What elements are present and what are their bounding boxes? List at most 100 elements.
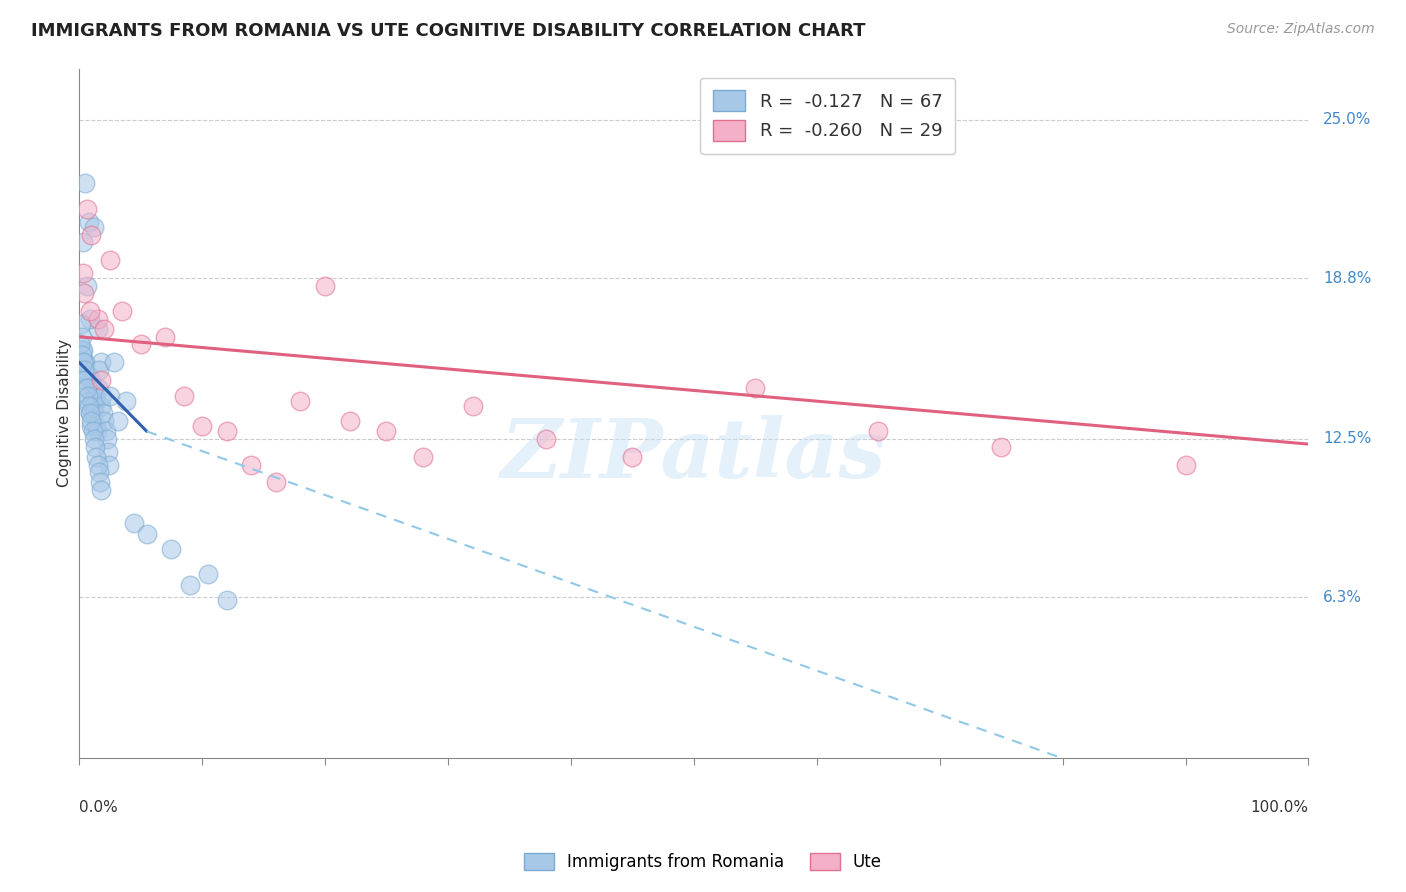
Point xyxy=(72,235,94,250)
Point xyxy=(98,458,121,472)
Point xyxy=(107,414,129,428)
Point xyxy=(76,278,98,293)
Point xyxy=(87,465,110,479)
Text: 18.8%: 18.8% xyxy=(1323,270,1372,285)
Text: IMMIGRANTS FROM ROMANIA VS UTE COGNITIVE DISABILITY CORRELATION CHART: IMMIGRANTS FROM ROMANIA VS UTE COGNITIVE… xyxy=(31,22,866,40)
Point xyxy=(87,381,110,395)
Point xyxy=(80,414,103,428)
Point xyxy=(86,425,108,439)
Point xyxy=(70,330,93,344)
Point xyxy=(70,343,93,357)
Point xyxy=(75,368,97,383)
Point xyxy=(86,312,108,326)
Point xyxy=(160,541,183,556)
Point xyxy=(77,399,100,413)
Point xyxy=(83,219,105,234)
Legend: R =  -0.127   N = 67, R =  -0.260   N = 29: R = -0.127 N = 67, R = -0.260 N = 29 xyxy=(700,78,955,153)
Point xyxy=(97,444,120,458)
Point xyxy=(103,355,125,369)
Point xyxy=(76,381,98,395)
Point xyxy=(93,322,115,336)
Point xyxy=(412,450,434,464)
Point xyxy=(76,381,98,395)
Point xyxy=(621,450,644,464)
Point xyxy=(72,343,94,357)
Point xyxy=(83,432,105,446)
Point xyxy=(100,388,122,402)
Point xyxy=(89,475,111,490)
Point xyxy=(73,355,96,369)
Point xyxy=(70,317,93,331)
Point xyxy=(744,381,766,395)
Point xyxy=(129,337,152,351)
Point xyxy=(314,278,336,293)
Point xyxy=(179,577,201,591)
Point xyxy=(90,373,112,387)
Point xyxy=(72,355,94,369)
Point xyxy=(80,373,103,387)
Point xyxy=(82,399,104,413)
Point xyxy=(197,567,219,582)
Point xyxy=(94,425,117,439)
Text: ZIPatlas: ZIPatlas xyxy=(501,415,887,495)
Point xyxy=(77,215,100,229)
Point xyxy=(135,526,157,541)
Point xyxy=(215,593,238,607)
Point xyxy=(990,440,1012,454)
Point xyxy=(339,414,361,428)
Point xyxy=(90,483,112,497)
Point xyxy=(70,348,93,362)
Point xyxy=(90,399,112,413)
Point xyxy=(73,355,96,369)
Point xyxy=(77,393,100,408)
Point xyxy=(79,406,101,420)
Point xyxy=(84,419,107,434)
Point xyxy=(79,406,101,420)
Text: 0.0%: 0.0% xyxy=(79,800,118,814)
Point xyxy=(86,450,108,464)
Point xyxy=(83,406,105,420)
Point xyxy=(82,425,104,439)
Point xyxy=(80,227,103,242)
Point xyxy=(75,177,97,191)
Text: 6.3%: 6.3% xyxy=(1323,590,1362,605)
Point xyxy=(91,406,114,420)
Point xyxy=(76,202,98,216)
Point xyxy=(86,393,108,408)
Point xyxy=(80,393,103,408)
Point xyxy=(86,458,108,472)
Point xyxy=(290,393,312,408)
Legend: Immigrants from Romania, Ute: Immigrants from Romania, Ute xyxy=(516,845,890,880)
Point xyxy=(79,312,101,326)
Point xyxy=(240,458,263,472)
Text: Source: ZipAtlas.com: Source: ZipAtlas.com xyxy=(1227,22,1375,37)
Point xyxy=(191,419,214,434)
Point xyxy=(76,368,98,383)
Point xyxy=(80,419,103,434)
Text: 25.0%: 25.0% xyxy=(1323,112,1372,128)
Point xyxy=(153,330,176,344)
Point xyxy=(82,381,104,395)
Point xyxy=(461,399,484,413)
Point xyxy=(84,440,107,454)
Point xyxy=(90,355,112,369)
Point xyxy=(536,432,558,446)
Point xyxy=(75,373,97,387)
Point xyxy=(73,363,96,377)
Point xyxy=(79,304,101,318)
Text: 100.0%: 100.0% xyxy=(1250,800,1309,814)
Point xyxy=(215,425,238,439)
Point xyxy=(84,388,107,402)
Point xyxy=(89,363,111,377)
Point xyxy=(111,304,134,318)
Point xyxy=(72,266,94,280)
Point xyxy=(264,475,287,490)
Y-axis label: Cognitive Disability: Cognitive Disability xyxy=(58,339,72,488)
Point xyxy=(73,286,96,301)
Point xyxy=(76,388,98,402)
Point xyxy=(96,432,118,446)
Point xyxy=(98,253,121,268)
Point xyxy=(86,322,108,336)
Point xyxy=(173,388,195,402)
Point xyxy=(115,393,138,408)
